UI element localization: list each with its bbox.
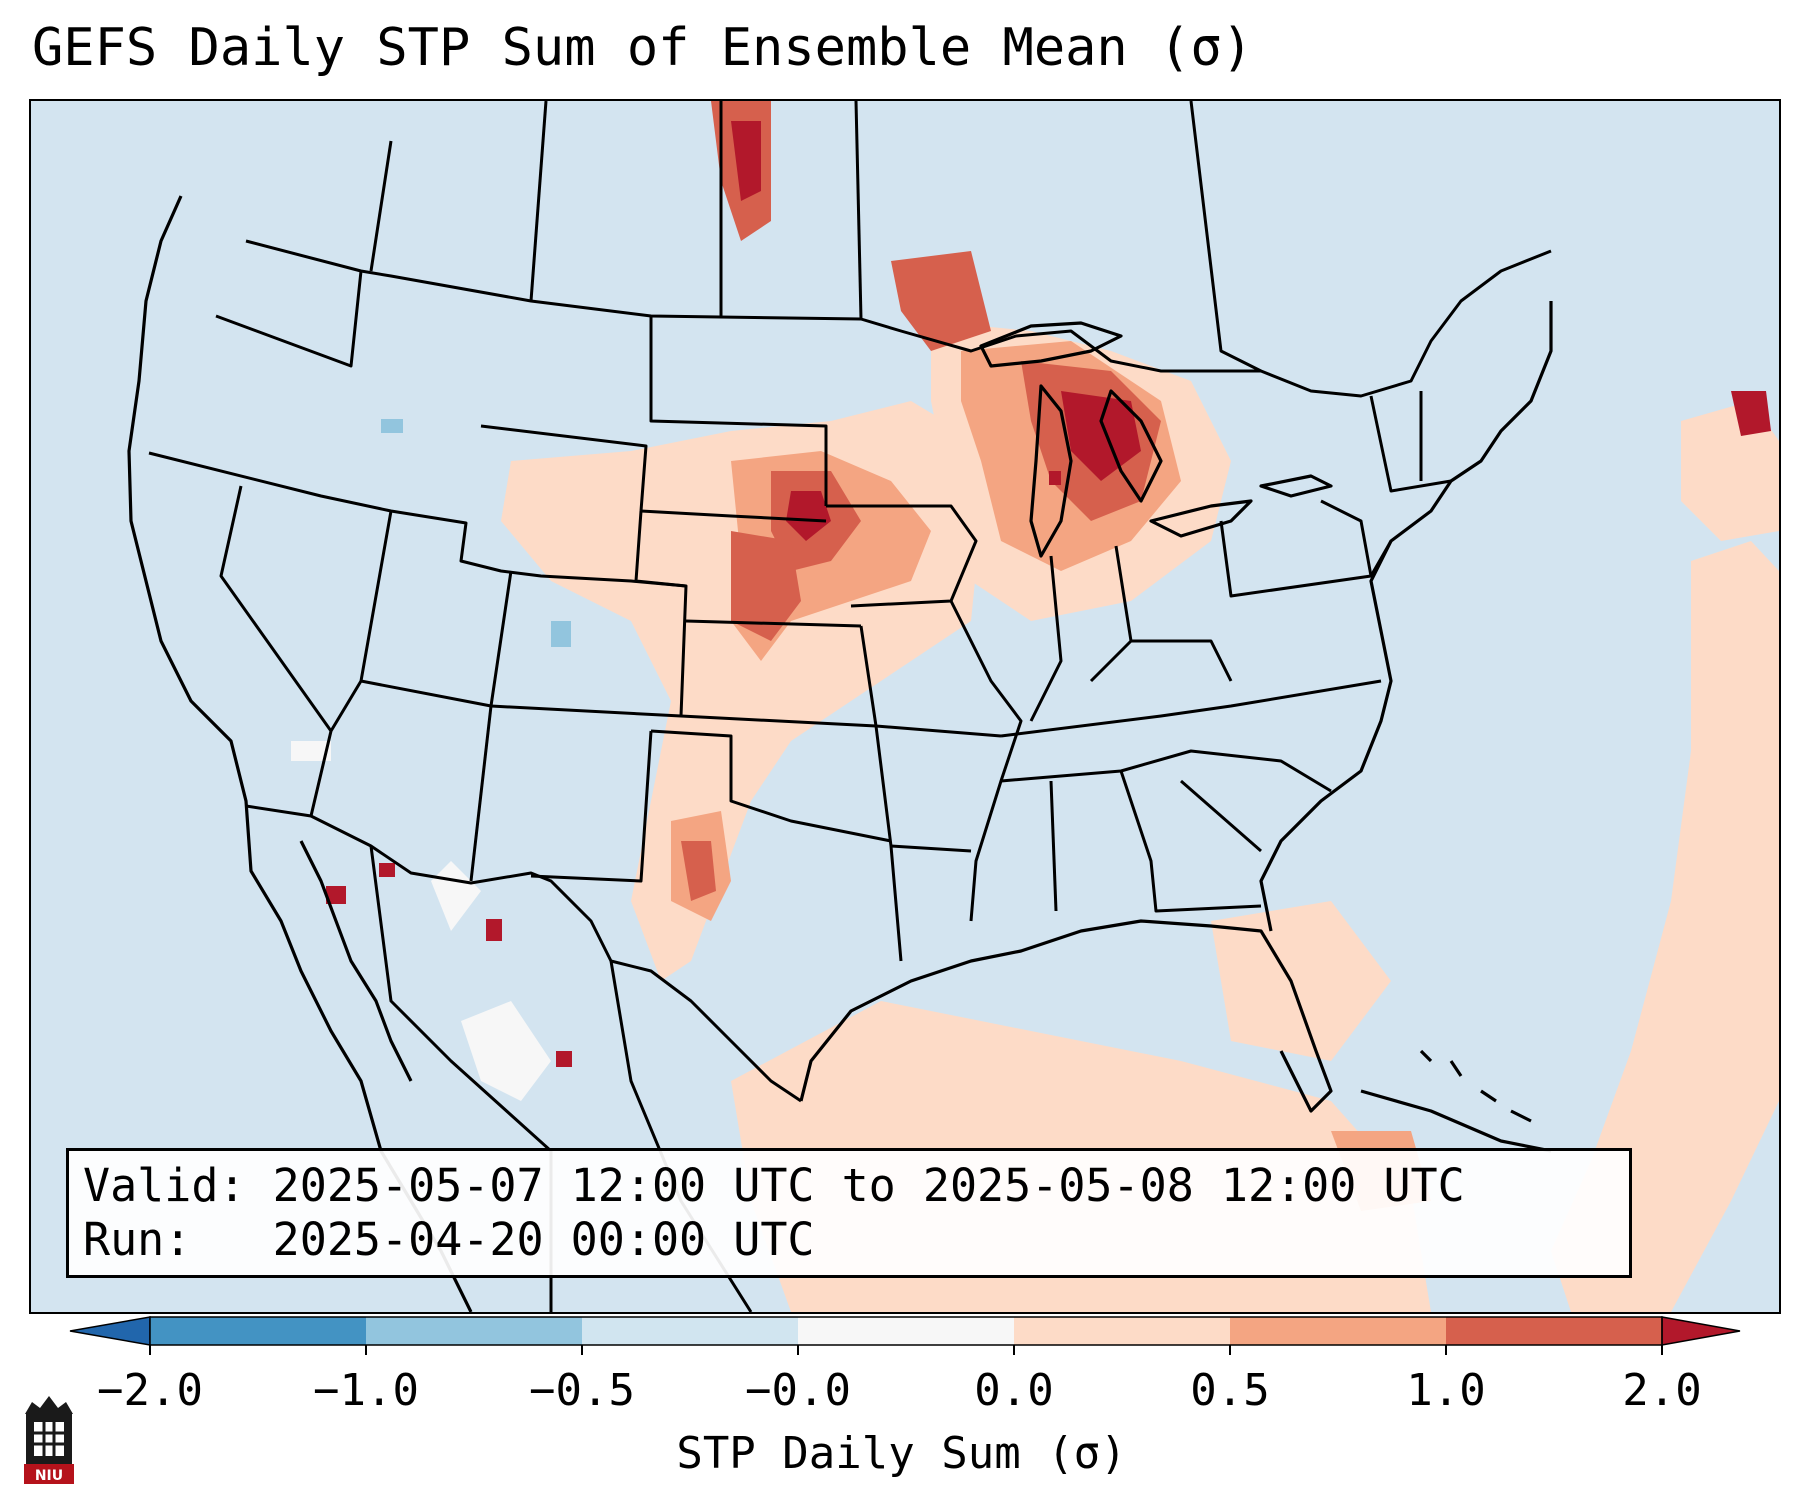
state-line-31: [1131, 639, 1233, 682]
maine-patch: [1731, 391, 1771, 436]
southeast-positive: [1211, 901, 1391, 1061]
colorbar-tick-label: 0.5: [1190, 1365, 1270, 1416]
colorbar-extend-high: [1661, 1316, 1741, 1346]
colorbar-bin-3: [582, 1317, 798, 1345]
mexico-neutral-2: [461, 1001, 551, 1101]
baja-coast: [299, 840, 413, 1082]
lake-michigan: [1029, 384, 1073, 558]
atlantic-coastline: [1259, 301, 1553, 932]
run-label: Run:: [83, 1213, 192, 1266]
lake-ontario: [1259, 474, 1333, 498]
state-line-9: [634, 510, 688, 717]
state-line-5: [360, 679, 877, 728]
state-line-25: [1180, 779, 1262, 853]
high-plains-max: [731, 531, 801, 641]
valid-label: Valid:: [83, 1159, 246, 1212]
logo-tower-icon: [24, 1396, 74, 1484]
state-line-12: [685, 619, 862, 628]
province-line-5: [1189, 101, 1262, 373]
colorbar-tick-label: −2.0: [97, 1365, 203, 1416]
map-panel: [29, 99, 1781, 1314]
high-plains-south-core: [681, 841, 716, 901]
colorbar-tick-label: −1.0: [313, 1365, 419, 1416]
state-line-28: [1369, 395, 1452, 493]
state-line-7: [489, 570, 513, 707]
province-line-2: [529, 101, 548, 302]
colorbar-extend-low: [69, 1316, 151, 1346]
baja-pixel: [326, 886, 346, 904]
state-line-26: [1219, 520, 1393, 598]
state-line-30: [890, 844, 972, 853]
colorbar-tick-label: 1.0: [1406, 1365, 1486, 1416]
page-title: GEFS Daily STP Sum of Ensemble Mean (σ): [32, 18, 1253, 78]
colorbar-bin-1: [150, 1317, 366, 1345]
valid-run-info-box: Valid: 2025-05-07 12:00 UTC to 2025-05-0…: [66, 1148, 1632, 1278]
atlantic-ne-patch: [1681, 401, 1779, 541]
state-line-21: [1000, 679, 1382, 738]
colorbar-tick-label: −0.5: [529, 1365, 635, 1416]
state-line-22: [1000, 749, 1332, 793]
colorbar-tick-label: −0.0: [745, 1365, 851, 1416]
upper-midwest-peak: [1061, 391, 1141, 481]
pacific-coastline: [127, 195, 473, 1312]
lake-huron: [1099, 389, 1163, 503]
northern-plains-peak: [786, 491, 831, 541]
mexico-neutral-3: [291, 741, 331, 761]
state-line-2: [215, 270, 363, 368]
state-line-24: [1119, 770, 1262, 913]
prairies-streak-peak: [731, 121, 761, 201]
map-canvas: [127, 101, 1779, 1312]
state-line-19: [1029, 555, 1063, 722]
run-value: 2025-04-20 00:00 UTC: [272, 1213, 815, 1266]
state-line-1: [148, 451, 687, 588]
idaho-negative: [381, 419, 403, 433]
state-line-17: [859, 625, 1002, 738]
state-line-13: [530, 730, 653, 883]
logo-text: NIU: [35, 1468, 63, 1484]
us-mexico-border: [245, 804, 802, 1103]
colorbar-bin-5: [1014, 1317, 1230, 1345]
colorbar-ticks: [149, 1345, 1663, 1355]
chihuahua-pixel: [486, 919, 502, 941]
western-atlantic-positive: [1551, 541, 1779, 1312]
lake-erie: [1149, 499, 1253, 538]
colorbar-label: STP Daily Sum (σ): [676, 1428, 1127, 1479]
us-canada-border: [245, 239, 1552, 398]
colorbar-outline: [149, 1316, 1663, 1346]
gulf-coastline: [799, 919, 1333, 1113]
cuba-coast: [1360, 1089, 1552, 1153]
province-line-1: [369, 140, 393, 272]
state-line-18: [949, 600, 1023, 922]
state-line-10: [649, 316, 828, 506]
colorbar-bin-2: [366, 1317, 582, 1345]
state-line-4: [309, 510, 393, 817]
state-line-3: [219, 485, 333, 732]
state-line-16: [826, 504, 978, 608]
colorbar-tick-label: 0.0: [974, 1365, 1054, 1416]
colorbar: [69, 1316, 1741, 1355]
manitoba-patch: [891, 251, 991, 351]
sonora-pixel: [379, 863, 395, 877]
colorbar-bin-7: [1446, 1317, 1662, 1345]
colorbar-bin-4: [798, 1317, 1014, 1345]
colorado-negative: [551, 621, 571, 647]
state-line-23: [1049, 780, 1058, 912]
michigan-pixel: [1049, 471, 1061, 485]
state-line-14: [650, 729, 892, 843]
valid-value: 2025-05-07 12:00 UTC to 2025-05-08 12:00…: [272, 1159, 1465, 1212]
lake-superior: [979, 321, 1123, 368]
province-line-4: [854, 101, 863, 320]
colorbar-bin-6: [1230, 1317, 1446, 1345]
state-line-6: [469, 705, 493, 882]
state-line-27: [1320, 499, 1373, 577]
mexico-pixel: [556, 1051, 572, 1067]
state-line-15: [874, 725, 903, 962]
state-line-11: [640, 509, 827, 523]
bahamas-dashes: [1419, 1049, 1532, 1123]
colorbar-tick-label: 2.0: [1622, 1365, 1702, 1416]
niu-logo: NIU: [24, 1396, 74, 1484]
state-line-8: [480, 424, 648, 512]
